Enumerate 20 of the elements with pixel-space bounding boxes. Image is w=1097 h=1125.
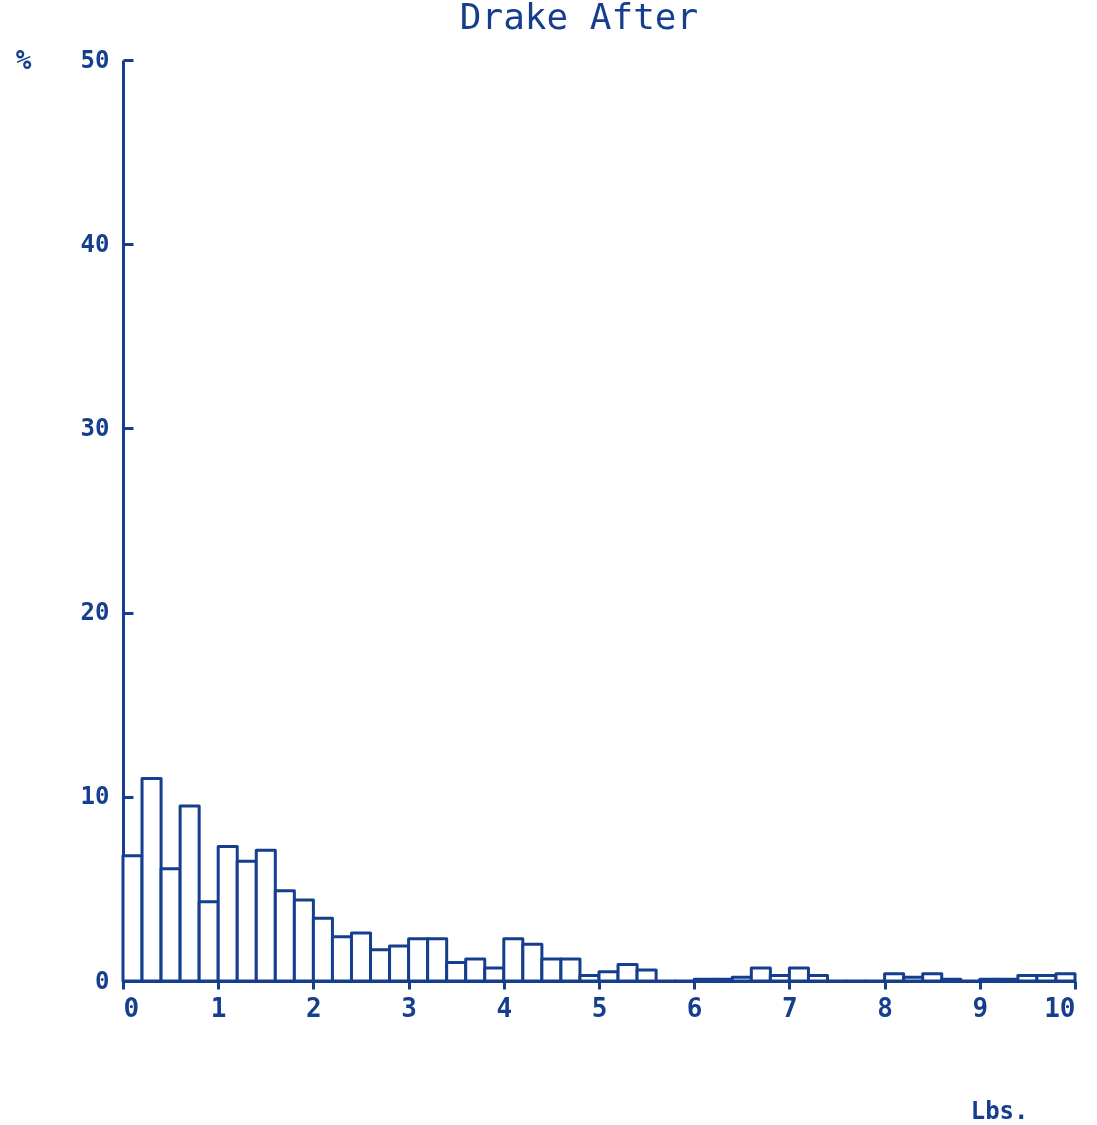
x-tick-label: 8	[877, 992, 893, 1023]
chart-title: Drake After	[459, 0, 699, 37]
x-tick-label: 9	[972, 992, 989, 1023]
y-tick-label: 0	[95, 966, 110, 995]
x-tick-label: 4	[496, 992, 513, 1023]
x-axis-title: Lbs.	[970, 1096, 1029, 1125]
y-axis-title: %	[15, 44, 32, 75]
x-tick-label: 0	[123, 992, 140, 1023]
x-tick-label: 1	[210, 992, 227, 1023]
y-tick-label: 10	[80, 782, 110, 811]
y-tick-label: 20	[80, 598, 110, 627]
x-tick-label: 2	[306, 992, 322, 1023]
x-tick-label: 3	[401, 992, 417, 1023]
y-tick-label: 50	[80, 45, 110, 74]
y-tick-label: 40	[80, 229, 110, 258]
x-tick-label: 5	[591, 992, 608, 1023]
x-tick-label: 10	[1044, 992, 1076, 1023]
x-tick-label: 7	[782, 992, 798, 1023]
y-tick-label: 30	[80, 413, 110, 442]
x-tick-label: 6	[686, 992, 703, 1023]
